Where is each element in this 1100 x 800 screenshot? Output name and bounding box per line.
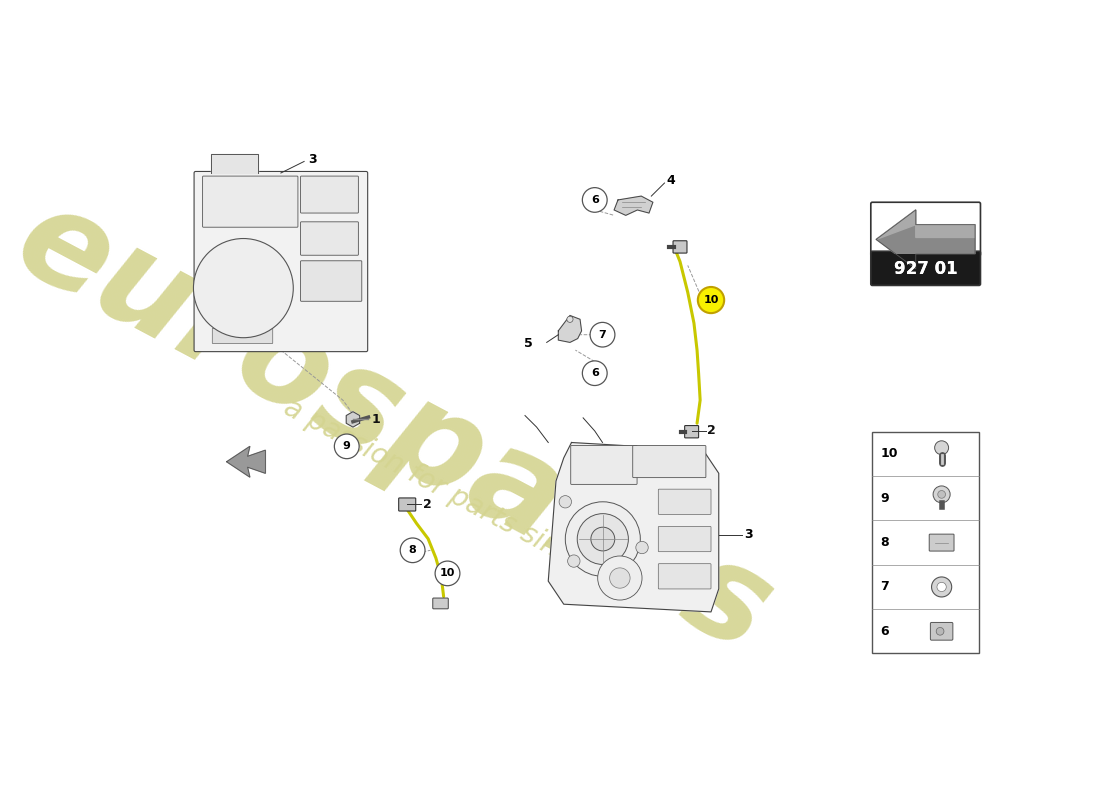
Circle shape (559, 496, 572, 508)
FancyBboxPatch shape (212, 270, 273, 285)
FancyBboxPatch shape (684, 426, 699, 438)
Circle shape (937, 490, 946, 498)
Circle shape (697, 287, 724, 313)
FancyBboxPatch shape (300, 176, 359, 213)
FancyBboxPatch shape (398, 498, 416, 511)
FancyBboxPatch shape (931, 622, 953, 640)
Text: 5: 5 (524, 338, 532, 350)
Text: 3: 3 (745, 529, 752, 542)
Text: 927 01: 927 01 (894, 260, 957, 278)
Text: 1: 1 (372, 413, 381, 426)
FancyBboxPatch shape (212, 329, 273, 343)
Circle shape (597, 556, 642, 600)
Polygon shape (877, 210, 975, 239)
Circle shape (226, 270, 261, 306)
Circle shape (578, 514, 628, 565)
Text: a passion for parts since 1995: a passion for parts since 1995 (279, 394, 662, 615)
Text: 8: 8 (880, 536, 889, 549)
Text: 927 01: 927 01 (894, 260, 957, 278)
Circle shape (935, 441, 948, 454)
FancyBboxPatch shape (300, 222, 359, 255)
Text: 2: 2 (422, 498, 431, 510)
Circle shape (591, 527, 615, 551)
Circle shape (636, 542, 648, 554)
Circle shape (936, 627, 944, 635)
Text: 9: 9 (880, 492, 889, 505)
Circle shape (937, 582, 946, 591)
FancyBboxPatch shape (673, 241, 688, 253)
Text: 10: 10 (880, 447, 898, 460)
Circle shape (568, 555, 580, 567)
Text: 10: 10 (703, 295, 718, 305)
Circle shape (400, 538, 425, 562)
Circle shape (933, 486, 950, 503)
Circle shape (208, 253, 279, 323)
Text: 4: 4 (667, 174, 674, 187)
FancyBboxPatch shape (194, 171, 367, 352)
Text: 3: 3 (308, 153, 317, 166)
FancyBboxPatch shape (930, 534, 954, 551)
FancyBboxPatch shape (212, 300, 273, 315)
Text: 6: 6 (591, 195, 598, 205)
Bar (872, 254, 979, 284)
FancyBboxPatch shape (871, 251, 980, 286)
Bar (872, 432, 979, 654)
FancyBboxPatch shape (658, 489, 711, 514)
Circle shape (436, 561, 460, 586)
FancyBboxPatch shape (571, 446, 637, 484)
FancyBboxPatch shape (658, 526, 711, 552)
Text: 10: 10 (440, 568, 455, 578)
Polygon shape (614, 196, 653, 215)
FancyBboxPatch shape (300, 261, 362, 302)
Circle shape (194, 238, 294, 338)
Polygon shape (227, 446, 265, 477)
Polygon shape (346, 412, 360, 427)
Text: 9: 9 (343, 442, 351, 451)
Text: 8: 8 (409, 546, 417, 555)
Text: 6: 6 (591, 368, 598, 378)
Polygon shape (548, 442, 718, 612)
FancyBboxPatch shape (658, 564, 711, 589)
Circle shape (566, 316, 573, 322)
Circle shape (609, 568, 630, 588)
Text: 2: 2 (707, 425, 716, 438)
Text: eurospares: eurospares (0, 175, 792, 679)
Circle shape (565, 502, 640, 576)
Polygon shape (877, 210, 975, 269)
Circle shape (236, 281, 251, 295)
FancyBboxPatch shape (632, 446, 706, 478)
Polygon shape (559, 315, 582, 342)
Polygon shape (211, 154, 257, 173)
Text: 7: 7 (880, 581, 889, 594)
Circle shape (582, 361, 607, 386)
Text: 6: 6 (880, 625, 889, 638)
FancyBboxPatch shape (202, 176, 298, 227)
Circle shape (334, 434, 359, 458)
Circle shape (932, 577, 952, 597)
FancyBboxPatch shape (871, 202, 980, 256)
FancyBboxPatch shape (432, 598, 449, 609)
Text: 7: 7 (598, 330, 606, 340)
Circle shape (582, 188, 607, 212)
Circle shape (590, 322, 615, 347)
